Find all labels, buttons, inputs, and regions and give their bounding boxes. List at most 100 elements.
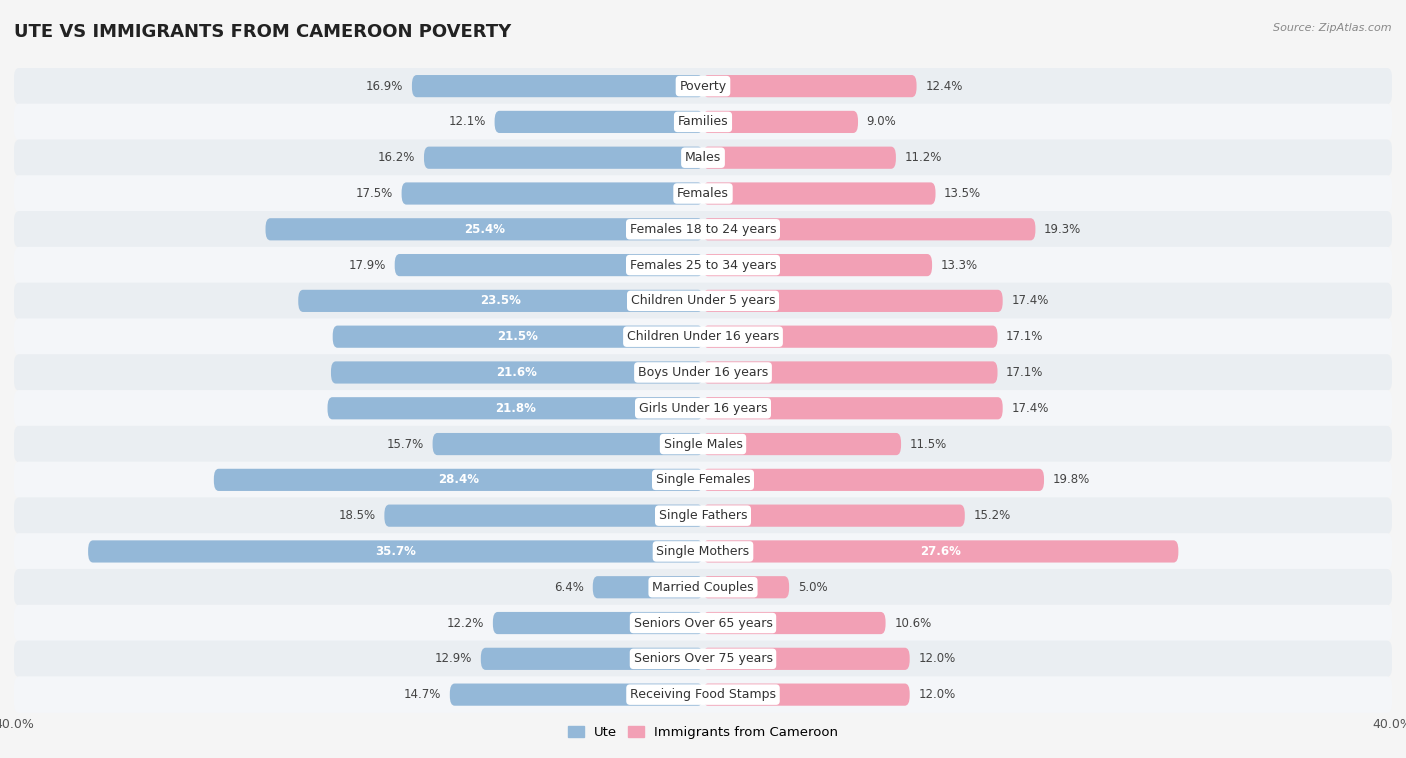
FancyBboxPatch shape bbox=[703, 684, 910, 706]
Text: Seniors Over 65 years: Seniors Over 65 years bbox=[634, 616, 772, 630]
FancyBboxPatch shape bbox=[494, 612, 703, 634]
Text: 13.3%: 13.3% bbox=[941, 258, 977, 271]
Text: Families: Families bbox=[678, 115, 728, 128]
FancyBboxPatch shape bbox=[333, 326, 703, 348]
FancyBboxPatch shape bbox=[14, 104, 1392, 140]
Text: 25.4%: 25.4% bbox=[464, 223, 505, 236]
Text: Single Males: Single Males bbox=[664, 437, 742, 450]
Text: Females 18 to 24 years: Females 18 to 24 years bbox=[630, 223, 776, 236]
FancyBboxPatch shape bbox=[703, 75, 917, 97]
Text: 27.6%: 27.6% bbox=[921, 545, 962, 558]
Text: 15.2%: 15.2% bbox=[973, 509, 1011, 522]
FancyBboxPatch shape bbox=[703, 576, 789, 598]
FancyBboxPatch shape bbox=[14, 533, 1392, 570]
Text: Single Females: Single Females bbox=[655, 473, 751, 487]
Text: 16.2%: 16.2% bbox=[378, 151, 415, 164]
FancyBboxPatch shape bbox=[495, 111, 703, 133]
Text: 6.4%: 6.4% bbox=[554, 581, 583, 594]
Text: 12.9%: 12.9% bbox=[434, 653, 472, 666]
FancyBboxPatch shape bbox=[384, 505, 703, 527]
FancyBboxPatch shape bbox=[14, 605, 1392, 641]
FancyBboxPatch shape bbox=[425, 146, 703, 169]
Text: 13.5%: 13.5% bbox=[945, 187, 981, 200]
FancyBboxPatch shape bbox=[703, 290, 1002, 312]
Text: 21.6%: 21.6% bbox=[496, 366, 537, 379]
Text: Poverty: Poverty bbox=[679, 80, 727, 92]
FancyBboxPatch shape bbox=[450, 684, 703, 706]
Text: 15.7%: 15.7% bbox=[387, 437, 425, 450]
Text: Males: Males bbox=[685, 151, 721, 164]
Text: 10.6%: 10.6% bbox=[894, 616, 931, 630]
FancyBboxPatch shape bbox=[433, 433, 703, 455]
Text: 12.0%: 12.0% bbox=[918, 653, 956, 666]
Text: Children Under 5 years: Children Under 5 years bbox=[631, 294, 775, 308]
FancyBboxPatch shape bbox=[703, 540, 1178, 562]
FancyBboxPatch shape bbox=[402, 183, 703, 205]
FancyBboxPatch shape bbox=[14, 390, 1392, 427]
FancyBboxPatch shape bbox=[481, 648, 703, 670]
Text: Females: Females bbox=[678, 187, 728, 200]
FancyBboxPatch shape bbox=[14, 139, 1392, 176]
FancyBboxPatch shape bbox=[14, 68, 1392, 105]
FancyBboxPatch shape bbox=[14, 211, 1392, 248]
FancyBboxPatch shape bbox=[703, 183, 935, 205]
Text: 5.0%: 5.0% bbox=[797, 581, 827, 594]
Text: 12.0%: 12.0% bbox=[918, 688, 956, 701]
FancyBboxPatch shape bbox=[14, 283, 1392, 319]
FancyBboxPatch shape bbox=[14, 641, 1392, 677]
Text: 17.1%: 17.1% bbox=[1007, 366, 1043, 379]
Text: Girls Under 16 years: Girls Under 16 years bbox=[638, 402, 768, 415]
FancyBboxPatch shape bbox=[14, 497, 1392, 534]
FancyBboxPatch shape bbox=[14, 247, 1392, 283]
FancyBboxPatch shape bbox=[412, 75, 703, 97]
Text: 17.4%: 17.4% bbox=[1011, 402, 1049, 415]
FancyBboxPatch shape bbox=[703, 468, 1045, 491]
FancyBboxPatch shape bbox=[395, 254, 703, 276]
FancyBboxPatch shape bbox=[14, 569, 1392, 606]
Text: 12.4%: 12.4% bbox=[925, 80, 963, 92]
FancyBboxPatch shape bbox=[593, 576, 703, 598]
FancyBboxPatch shape bbox=[703, 254, 932, 276]
Text: 9.0%: 9.0% bbox=[866, 115, 897, 128]
FancyBboxPatch shape bbox=[214, 468, 703, 491]
Text: Single Mothers: Single Mothers bbox=[657, 545, 749, 558]
Text: 17.5%: 17.5% bbox=[356, 187, 392, 200]
FancyBboxPatch shape bbox=[703, 146, 896, 169]
Text: 28.4%: 28.4% bbox=[437, 473, 479, 487]
Text: UTE VS IMMIGRANTS FROM CAMEROON POVERTY: UTE VS IMMIGRANTS FROM CAMEROON POVERTY bbox=[14, 23, 512, 41]
FancyBboxPatch shape bbox=[14, 676, 1392, 713]
Text: 17.9%: 17.9% bbox=[349, 258, 387, 271]
Text: 18.5%: 18.5% bbox=[339, 509, 375, 522]
FancyBboxPatch shape bbox=[703, 326, 997, 348]
Text: 11.5%: 11.5% bbox=[910, 437, 946, 450]
Text: Boys Under 16 years: Boys Under 16 years bbox=[638, 366, 768, 379]
Text: 23.5%: 23.5% bbox=[481, 294, 522, 308]
Text: 21.8%: 21.8% bbox=[495, 402, 536, 415]
FancyBboxPatch shape bbox=[14, 318, 1392, 355]
Text: Children Under 16 years: Children Under 16 years bbox=[627, 330, 779, 343]
Text: Single Fathers: Single Fathers bbox=[659, 509, 747, 522]
FancyBboxPatch shape bbox=[330, 362, 703, 384]
Text: Married Couples: Married Couples bbox=[652, 581, 754, 594]
FancyBboxPatch shape bbox=[703, 111, 858, 133]
FancyBboxPatch shape bbox=[14, 426, 1392, 462]
FancyBboxPatch shape bbox=[14, 175, 1392, 211]
FancyBboxPatch shape bbox=[703, 648, 910, 670]
FancyBboxPatch shape bbox=[89, 540, 703, 562]
Text: 35.7%: 35.7% bbox=[375, 545, 416, 558]
Text: 17.4%: 17.4% bbox=[1011, 294, 1049, 308]
FancyBboxPatch shape bbox=[703, 397, 1002, 419]
Text: 16.9%: 16.9% bbox=[366, 80, 404, 92]
FancyBboxPatch shape bbox=[703, 362, 997, 384]
Text: 19.3%: 19.3% bbox=[1045, 223, 1081, 236]
Legend: Ute, Immigrants from Cameroon: Ute, Immigrants from Cameroon bbox=[562, 721, 844, 744]
FancyBboxPatch shape bbox=[14, 354, 1392, 390]
FancyBboxPatch shape bbox=[703, 612, 886, 634]
Text: 19.8%: 19.8% bbox=[1053, 473, 1090, 487]
FancyBboxPatch shape bbox=[14, 462, 1392, 498]
Text: 14.7%: 14.7% bbox=[404, 688, 441, 701]
Text: Source: ZipAtlas.com: Source: ZipAtlas.com bbox=[1274, 23, 1392, 33]
Text: 12.1%: 12.1% bbox=[449, 115, 486, 128]
FancyBboxPatch shape bbox=[328, 397, 703, 419]
Text: 17.1%: 17.1% bbox=[1007, 330, 1043, 343]
